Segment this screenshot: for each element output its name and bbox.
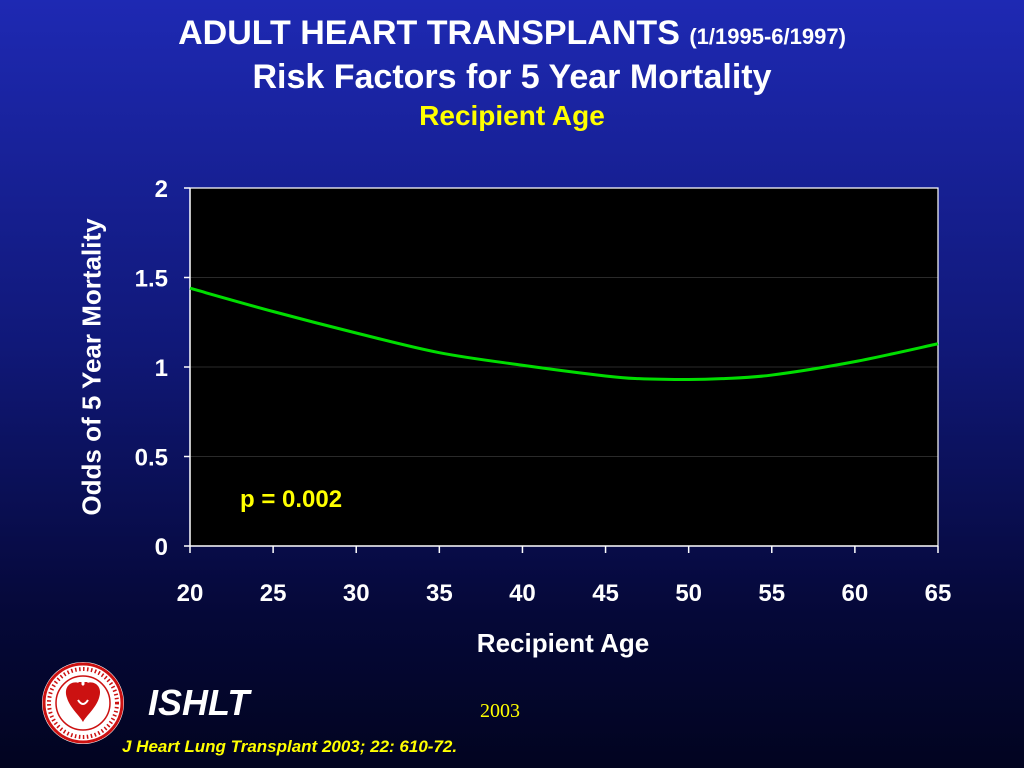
y-axis-label: Odds of 5 Year Mortality	[76, 218, 107, 516]
x-axis-ticks: 20 25 30 35 40 45 50 55 60 65	[177, 546, 952, 607]
y-tick-label: 1.5	[135, 266, 168, 293]
x-tick-label: 55	[758, 580, 785, 607]
x-axis-label: Recipient Age	[476, 628, 650, 658]
slide-title-text: ADULT HEART TRANSPLANTS	[178, 14, 680, 52]
p-value-annotation: p = 0.002	[240, 486, 342, 513]
y-tick-label: 0.5	[135, 445, 168, 472]
slide-title: ADULT HEART TRANSPLANTS (1/1995-6/1997)	[0, 14, 1024, 53]
gridlines	[190, 277, 938, 457]
x-tick-label: 65	[925, 580, 952, 607]
x-tick-label: 60	[842, 580, 869, 607]
slide-subtitle: Risk Factors for 5 Year Mortality	[252, 58, 772, 96]
org-name: ISHLT	[148, 682, 250, 723]
slide-title-dates: (1/1995-6/1997)	[689, 24, 846, 49]
ishlt-logo-icon	[42, 662, 124, 744]
x-tick-label: 30	[343, 580, 370, 607]
x-tick-label: 50	[675, 580, 702, 607]
x-tick-label: 35	[426, 580, 453, 607]
y-axis-ticks: 0 0.5 1 1.5 2	[135, 176, 190, 561]
x-tick-label: 45	[592, 580, 619, 607]
x-tick-label: 20	[177, 580, 204, 607]
plot-frame	[190, 187, 939, 546]
chart-title: Recipient Age	[419, 100, 605, 131]
y-tick-label: 0	[155, 534, 168, 561]
citation: J Heart Lung Transplant 2003; 22: 610-72…	[122, 737, 458, 756]
year-label: 2003	[480, 700, 520, 722]
x-tick-label: 25	[260, 580, 287, 607]
x-tick-label: 40	[509, 580, 536, 607]
series-line	[189, 286, 939, 382]
y-tick-label: 2	[155, 176, 168, 203]
y-tick-label: 1	[155, 355, 168, 382]
